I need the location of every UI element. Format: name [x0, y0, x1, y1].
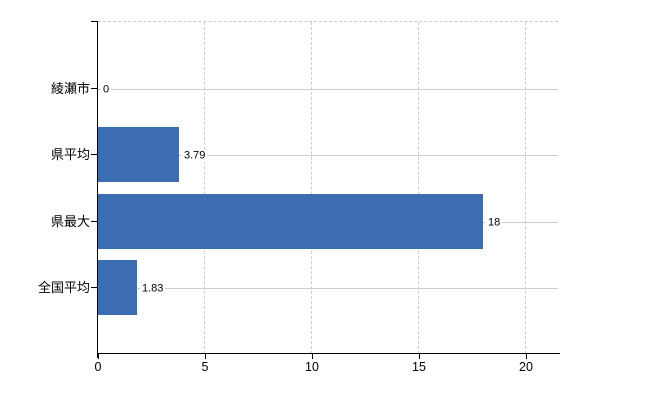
y-axis-tick — [91, 154, 97, 155]
category-label: 全国平均 — [37, 280, 90, 296]
x-axis-tick-label: 20 — [519, 360, 533, 374]
x-axis-tick — [98, 354, 99, 359]
bar — [98, 127, 179, 182]
bar — [98, 194, 483, 249]
plot-area: 0 3.79 18 1.83 — [98, 21, 558, 354]
value-label: 3.79 — [182, 149, 208, 163]
x-axis-tick — [205, 354, 206, 359]
vertical-gridline — [418, 22, 419, 354]
category-gridline — [98, 288, 558, 289]
category-label: 県平均 — [50, 147, 90, 163]
x-axis-tick — [419, 354, 420, 359]
x-axis-tick-label: 15 — [412, 360, 426, 374]
vertical-gridline — [311, 22, 312, 354]
y-axis-line — [97, 21, 98, 358]
y-axis-tick — [91, 88, 97, 89]
x-axis-tick — [526, 354, 527, 359]
y-axis-tick — [91, 287, 97, 288]
category-label: 綾瀬市 — [50, 81, 90, 97]
x-axis-tick — [312, 354, 313, 359]
x-axis-line — [97, 353, 560, 354]
value-label: 18 — [486, 216, 503, 230]
category-gridline — [98, 89, 558, 90]
y-axis-top-tick — [91, 21, 97, 22]
x-axis-tick-label: 5 — [201, 360, 209, 374]
x-axis-tick-label: 10 — [305, 360, 319, 374]
category-label: 県最大 — [50, 214, 90, 230]
bar — [98, 260, 137, 315]
vertical-gridline — [525, 22, 526, 354]
category-gridline — [98, 155, 558, 156]
y-axis-tick — [91, 221, 97, 222]
value-label: 1.83 — [140, 282, 166, 296]
x-axis-tick-label: 0 — [94, 360, 102, 374]
vertical-gridline — [204, 22, 205, 354]
value-label: 0 — [101, 83, 112, 97]
